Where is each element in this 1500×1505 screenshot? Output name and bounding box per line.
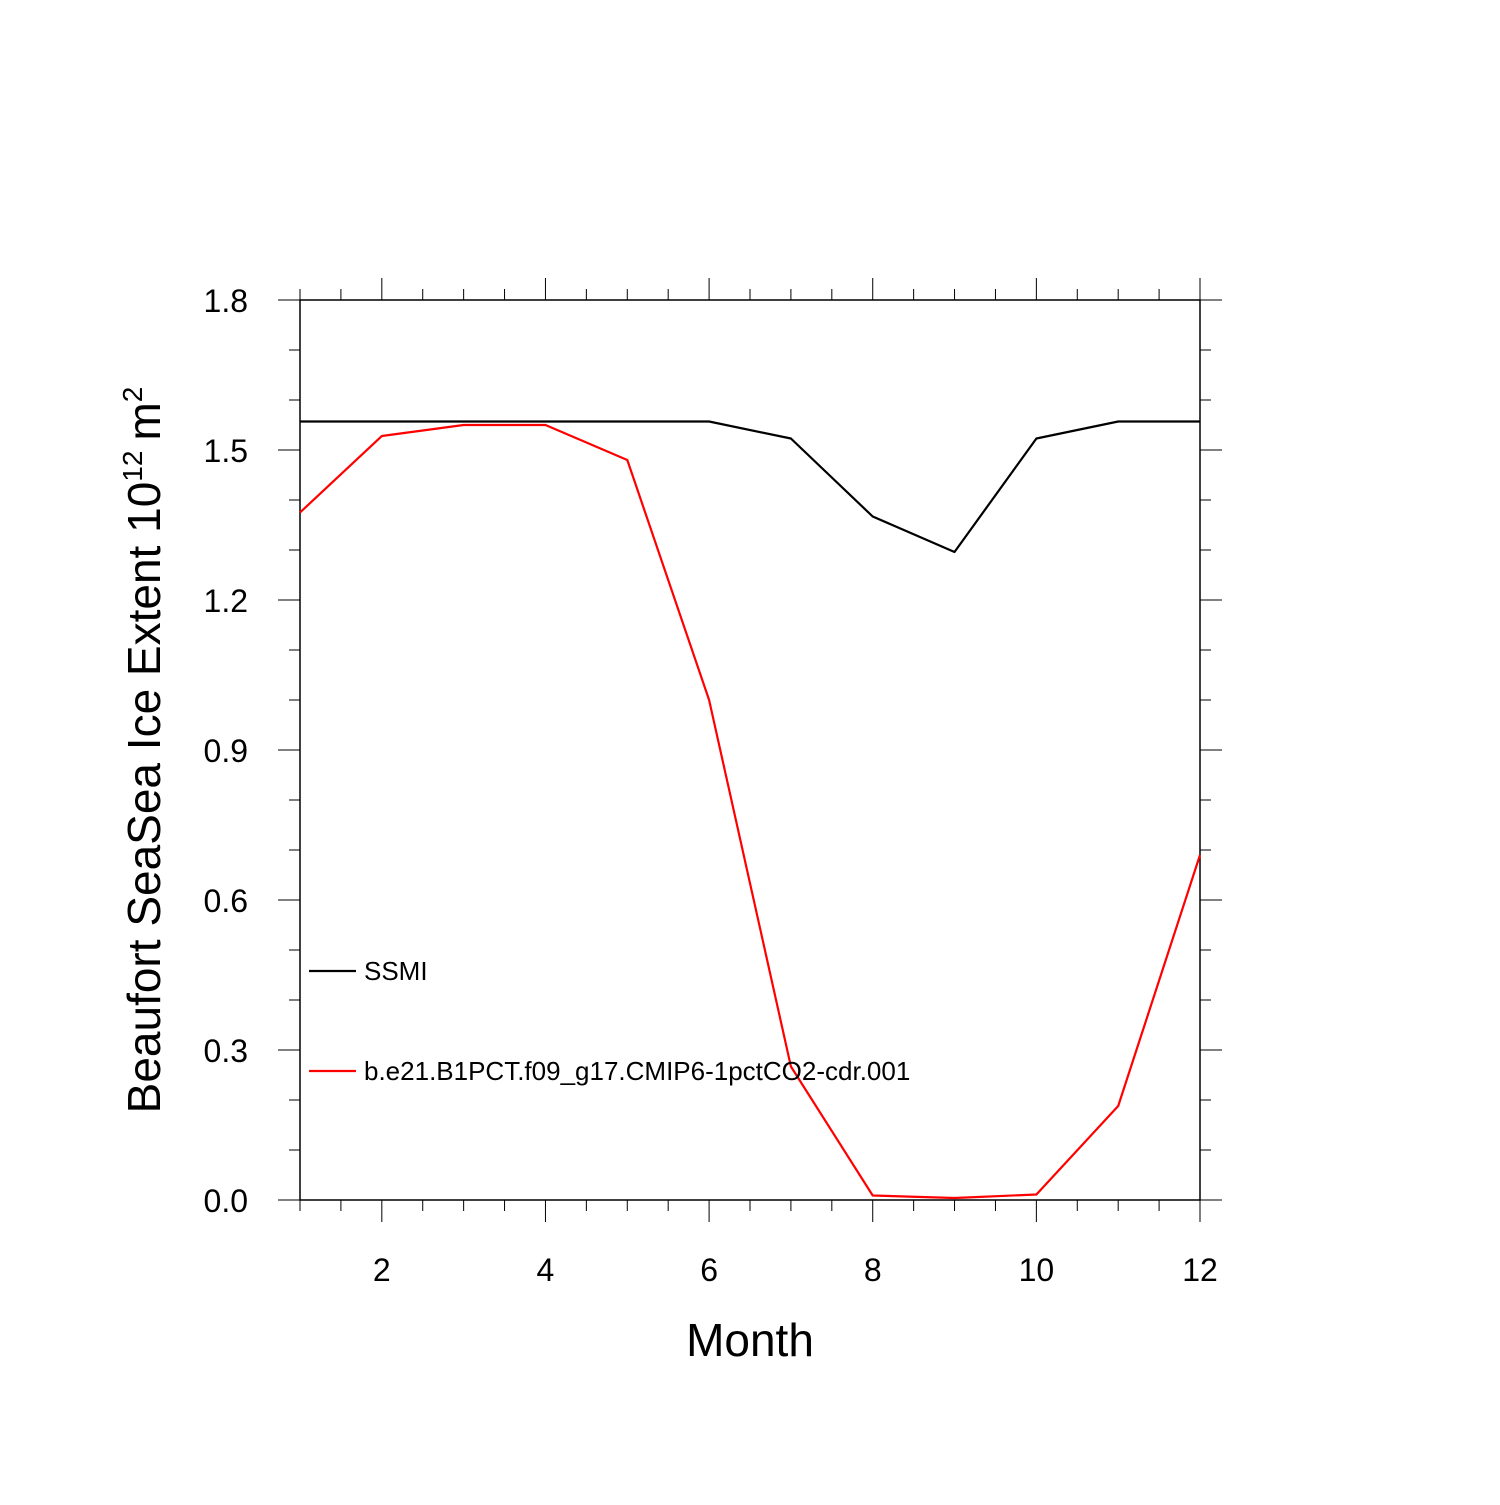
x-axis-title: Month (686, 1314, 814, 1366)
y-tick-label: 0.6 (204, 883, 248, 919)
x-tick-label: 8 (864, 1252, 882, 1288)
y-tick-label: 1.8 (204, 283, 248, 319)
y-axis-title-prefix: Beaufort SeaSea Ice Extent 10 (118, 482, 170, 1114)
x-tick-label: 10 (1019, 1252, 1055, 1288)
series-line-1 (300, 420, 1200, 554)
y-tick-label: 0.9 (204, 733, 248, 769)
series-line-2 (299, 423, 1202, 1200)
y-tick-label: 0.3 (204, 1033, 248, 1069)
y-tick-label: 1.2 (204, 583, 248, 619)
legend-label: b.e21.B1PCT.f09_g17.CMIP6-1pctCO2-cdr.00… (364, 1056, 910, 1086)
series-layer (299, 420, 1202, 1200)
y-axis-title: Beaufort SeaSea Ice Extent 1012 m2 (117, 387, 170, 1114)
legend: SSMI b.e21.B1PCT.f09_g17.CMIP6-1pctCO2-cd… (309, 956, 910, 1086)
ticks-layer: 2 4 6 8 10 12 0.0 0.3 0.6 0.9 1.2 1.5 1.8 (204, 278, 1222, 1288)
x-tick-label: 12 (1182, 1252, 1218, 1288)
x-tick-label: 2 (373, 1252, 391, 1288)
y-axis-title-exponent: 12 (117, 451, 148, 482)
legend-label: SSMI (364, 956, 428, 986)
y-axis-title-unit: m (118, 402, 170, 440)
y-tick-label: 1.5 (204, 433, 248, 469)
y-axis-title-unit-exponent: 2 (117, 387, 148, 403)
y-tick-label: 0.0 (204, 1183, 248, 1219)
x-tick-label: 4 (537, 1252, 555, 1288)
x-tick-label: 6 (700, 1252, 718, 1288)
